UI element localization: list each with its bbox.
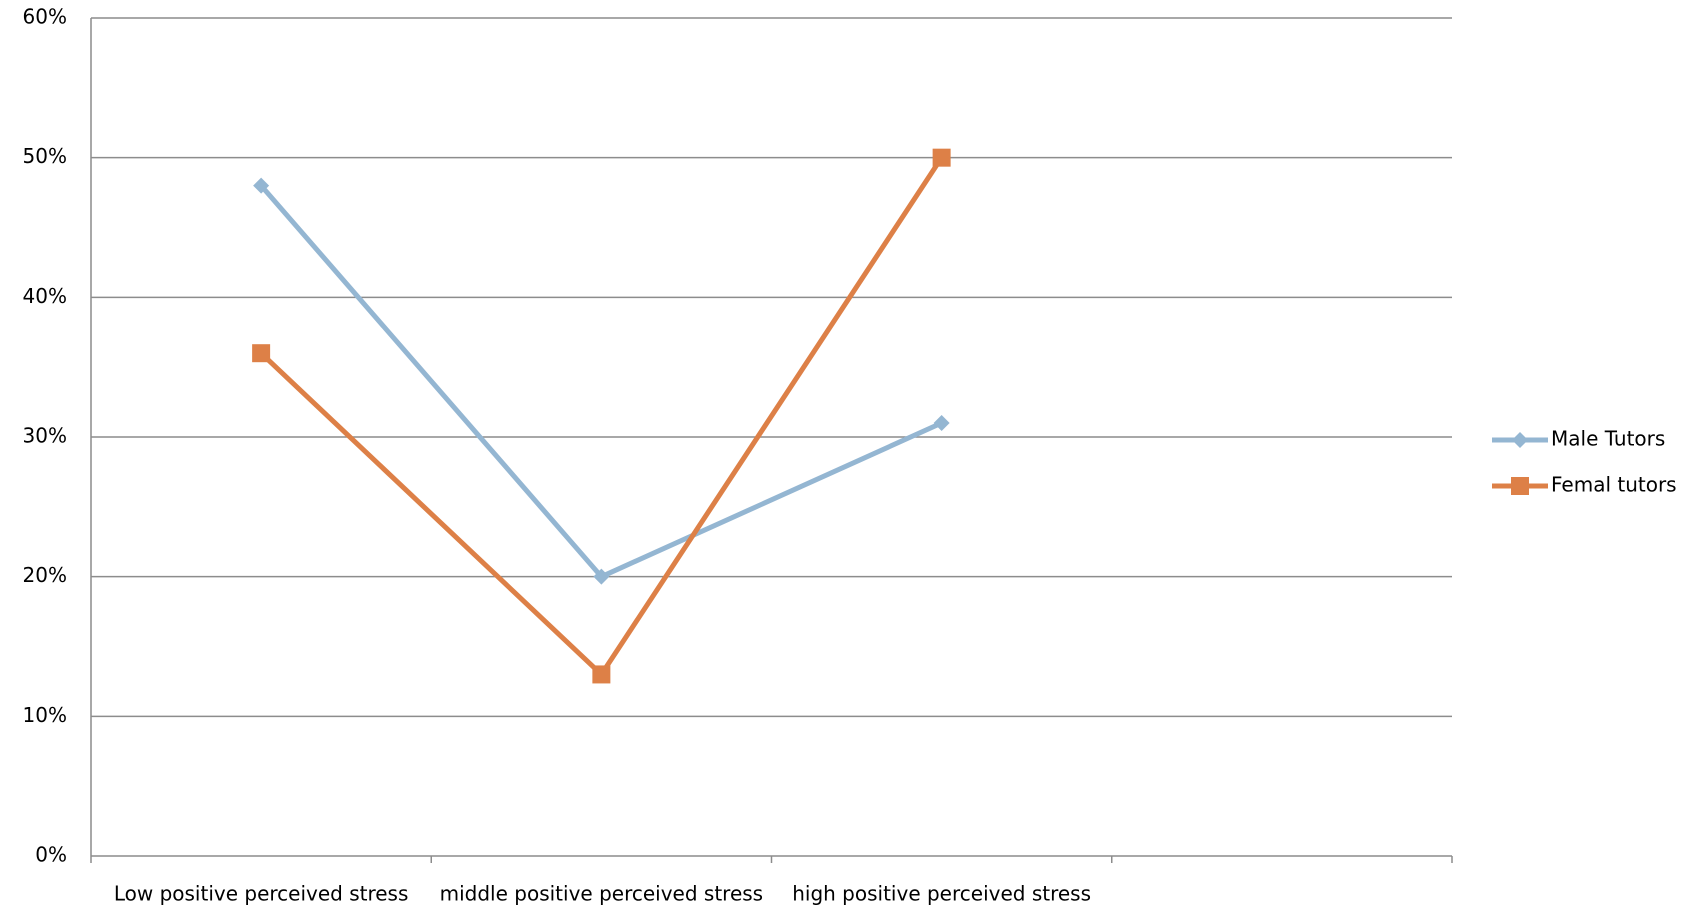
- legend-label: Femal tutors: [1551, 473, 1677, 497]
- series-line: [259, 183, 943, 580]
- data-point: [253, 177, 270, 194]
- y-tick-label: 60%: [23, 5, 67, 29]
- data-point: [933, 415, 950, 432]
- y-tick-label: 20%: [23, 563, 67, 587]
- y-tick-label: 40%: [23, 284, 67, 308]
- y-tick-label: 30%: [23, 424, 67, 448]
- data-point: [932, 148, 951, 167]
- data-point: [592, 665, 611, 684]
- y-tick-label: 0%: [35, 843, 67, 867]
- data-point: [593, 568, 610, 585]
- x-tick-label: middle positive perceived stress: [440, 882, 763, 905]
- legend-label: Male Tutors: [1551, 427, 1665, 451]
- legend-marker: [1511, 477, 1529, 495]
- y-tick-label: 50%: [23, 144, 67, 168]
- data-point: [252, 344, 271, 363]
- x-tick-label: Low positive perceived stress: [114, 882, 409, 905]
- x-tick-label: high positive perceived stress: [792, 882, 1091, 905]
- y-tick-label: 10%: [23, 703, 67, 727]
- series-line: [259, 156, 944, 677]
- legend-marker: [1512, 432, 1528, 448]
